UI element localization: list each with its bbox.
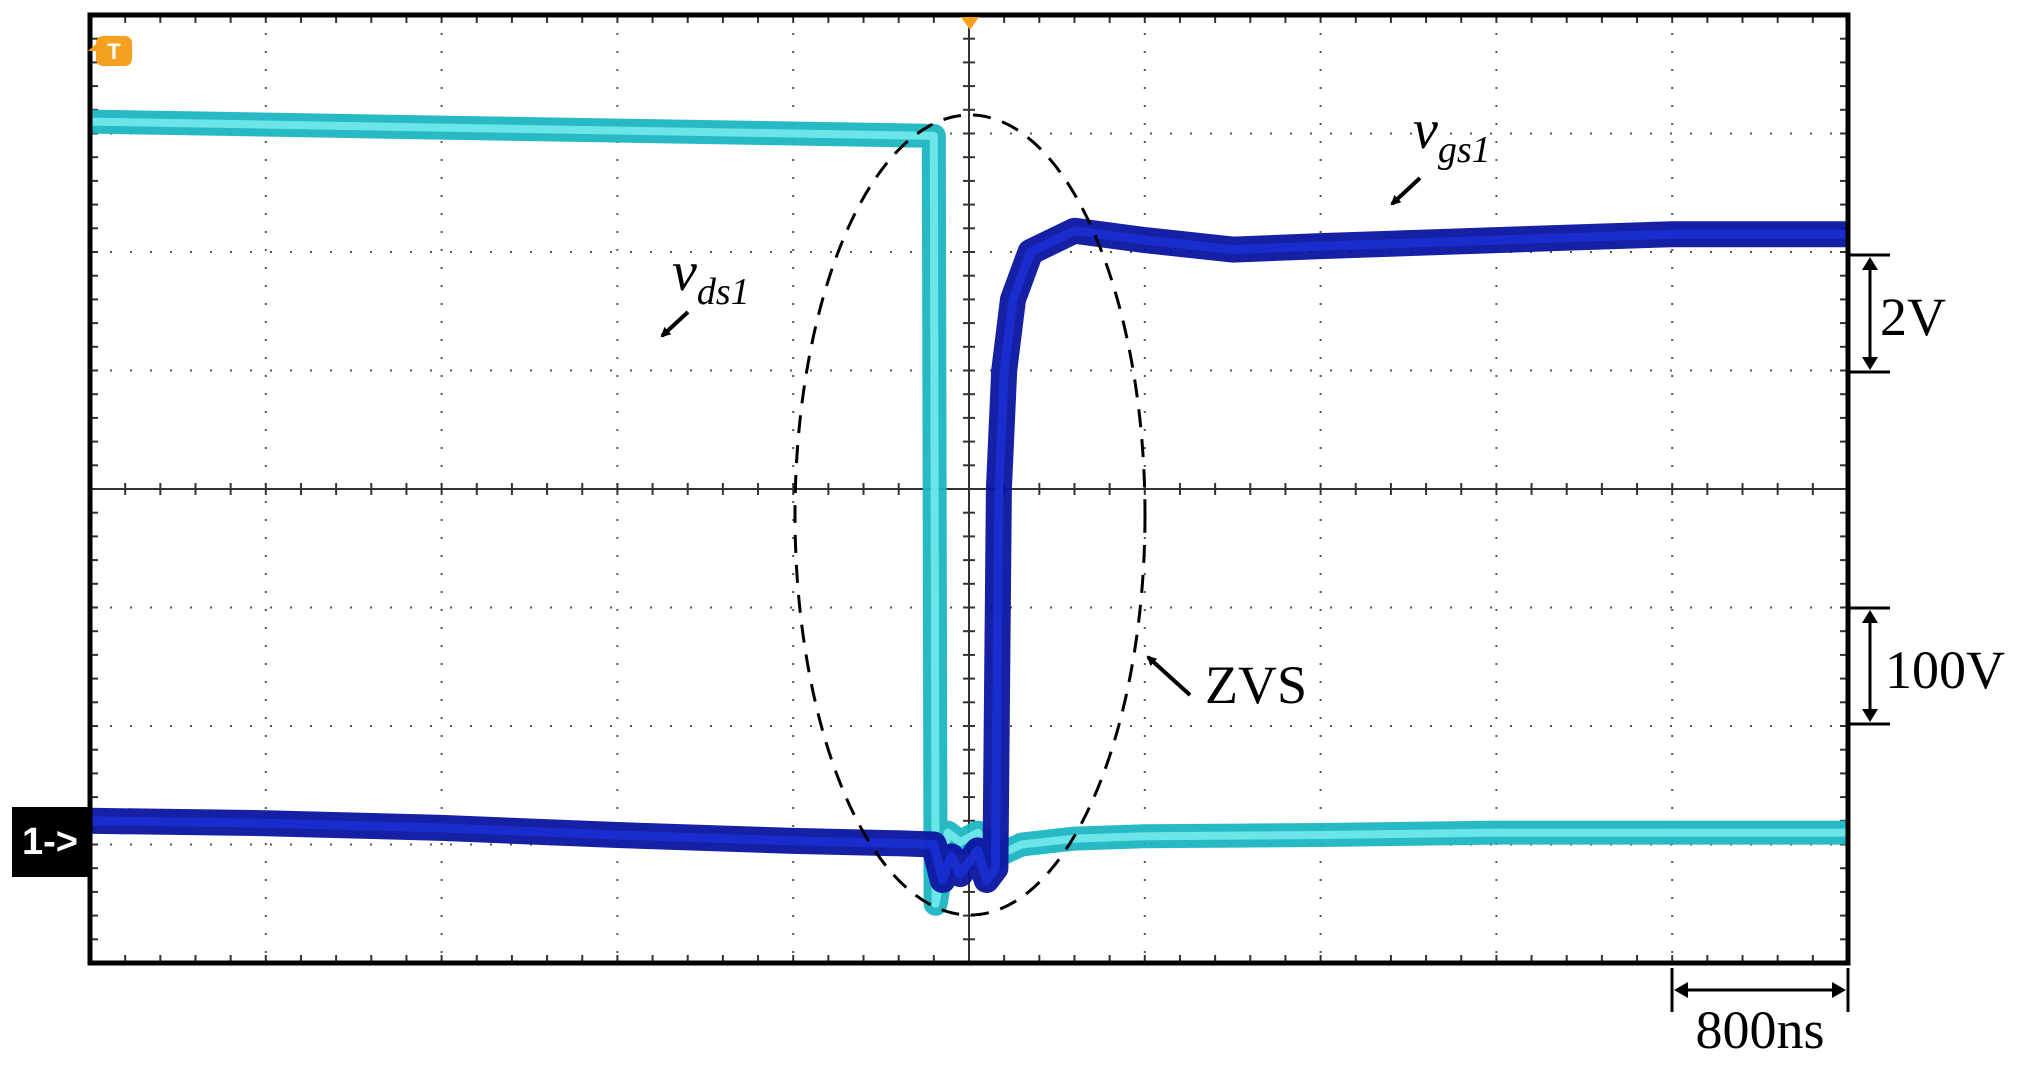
- vgs-scale-label: 2V: [1880, 287, 1946, 347]
- channel-marker-label: 1->: [22, 821, 78, 863]
- traces: [89, 109, 1848, 916]
- vds1-label: vds1: [672, 241, 750, 313]
- trigger-level-marker: T: [88, 36, 132, 66]
- vgs1-trace-core: [89, 226, 1848, 885]
- time-scale-bar: 800ns: [1670, 968, 1850, 1060]
- trigger-marker-label: T: [107, 39, 121, 64]
- vgs1-arrow: [1390, 176, 1422, 206]
- vgs1-label: vgs1: [1413, 99, 1491, 171]
- vgs1-label-base: v: [1413, 99, 1438, 161]
- channel-1-marker: 1->: [12, 807, 88, 877]
- zvs-arrow: [1146, 655, 1192, 697]
- vds-scale-bar: 100V: [1850, 606, 2005, 726]
- zvs-label: ZVS: [1205, 655, 1307, 715]
- plot-frame: [87, 12, 1851, 966]
- vds-scale-label: 100V: [1885, 640, 2005, 700]
- vds1-label-sub: ds1: [697, 271, 750, 313]
- time-scale-label: 800ns: [1695, 1000, 1824, 1060]
- vgs-scale-bar: 2V: [1850, 253, 1946, 374]
- vgs1-label-sub: gs1: [1438, 129, 1491, 171]
- trigger-time-marker: [961, 17, 979, 30]
- zvs-ellipse: [793, 113, 1147, 917]
- vds1-arrow: [660, 310, 690, 338]
- vds1-label-base: v: [672, 241, 697, 303]
